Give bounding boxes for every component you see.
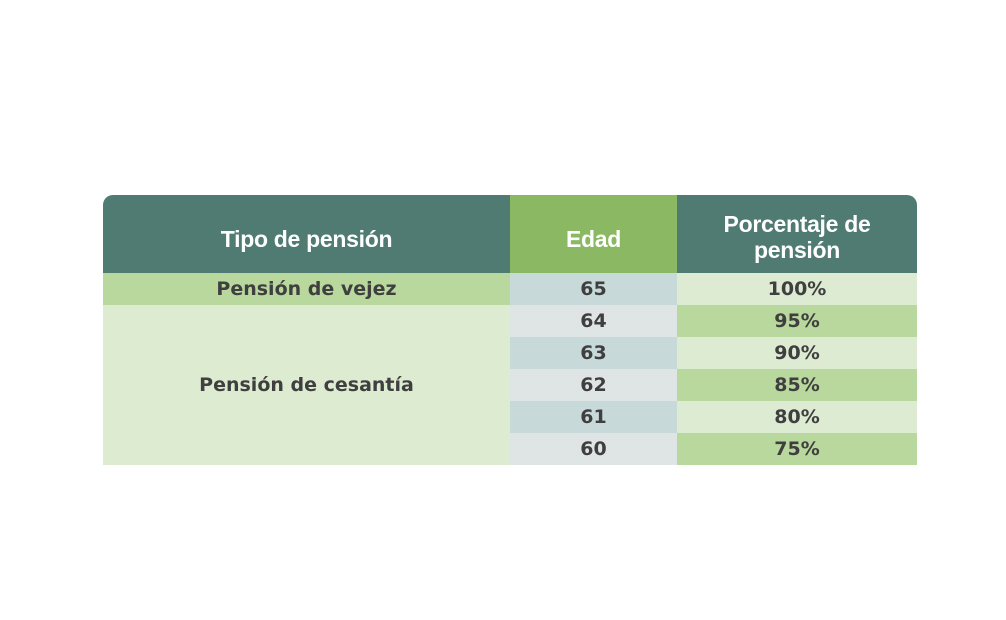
pension-table: Tipo de pensión Edad Porcentaje de pensi…	[103, 195, 917, 465]
pension-type-cesantia: Pensión de cesantía	[103, 305, 510, 465]
table-row: Pensión de vejez 65 100%	[103, 273, 917, 305]
pension-table-container: Tipo de pensión Edad Porcentaje de pensi…	[103, 195, 917, 465]
age-cell: 63	[510, 337, 677, 369]
header-percentage-line1: Porcentaje de	[723, 211, 871, 237]
age-cell: 62	[510, 369, 677, 401]
age-cell: 64	[510, 305, 677, 337]
percentage-cell: 75%	[677, 433, 917, 465]
header-percentage: Porcentaje de pensión	[677, 195, 917, 273]
pension-type-vejez: Pensión de vejez	[103, 273, 510, 305]
percentage-cell: 85%	[677, 369, 917, 401]
header-age: Edad	[510, 195, 677, 273]
percentage-cell: 95%	[677, 305, 917, 337]
table-row: 60 75%	[103, 433, 917, 465]
percentage-cell: 90%	[677, 337, 917, 369]
table-row: Pensión de cesantía 64 95%	[103, 305, 917, 465]
age-cell: 60	[510, 433, 677, 465]
table-row: 61 80%	[103, 401, 917, 433]
header-pension-type: Tipo de pensión	[103, 195, 510, 273]
percentage-cell: 80%	[677, 401, 917, 433]
header-percentage-line2: pensión	[753, 237, 841, 263]
table-row: 62 85%	[103, 369, 917, 401]
table-header-row: Tipo de pensión Edad Porcentaje de pensi…	[103, 195, 917, 273]
percentage-cell: 100%	[677, 273, 917, 305]
age-cell: 61	[510, 401, 677, 433]
age-cell: 65	[510, 273, 677, 305]
table-row: 63 90%	[103, 337, 917, 369]
